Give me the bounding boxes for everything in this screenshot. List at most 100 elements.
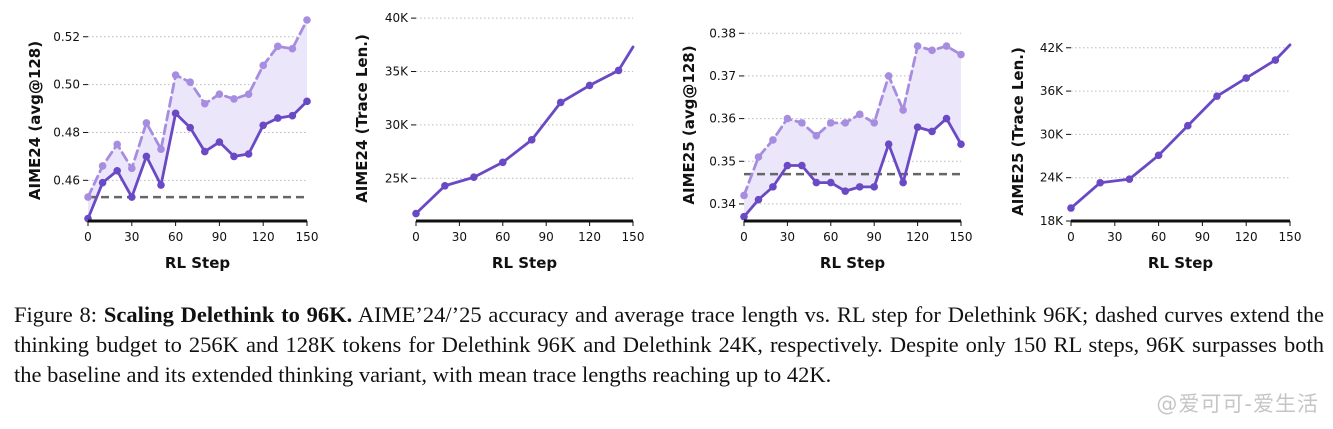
data-point [827,119,835,127]
data-point [870,119,878,127]
data-point [441,181,449,190]
y-tick-label: 25K [385,171,409,185]
data-point [798,119,806,127]
y-tick-label: 0.48 [53,125,80,139]
y-axis-label: AIME25 (Trace Len.) [1009,47,1027,216]
data-point [113,166,121,175]
y-tick-label: 36K [1040,84,1064,98]
data-point [186,123,194,132]
x-tick-label: 0 [1067,230,1075,244]
data-point [957,140,965,148]
data-point [1067,204,1075,212]
data-point [957,50,965,59]
data-point [870,183,878,191]
y-axis-label: AIME25 (avg@128) [680,45,698,204]
caption-body: AIME’24/’25 accuracy and average trace l… [14,302,1324,387]
solid-series-line [742,117,963,219]
data-point [84,193,92,201]
data-point [142,152,151,161]
data-point [244,150,253,158]
watermark: @爱可可-爱生活 [1156,392,1319,416]
data-point [215,138,224,146]
y-tick-label: 30K [385,118,409,132]
y-tick-label: 0.37 [709,69,736,83]
data-point [841,119,850,127]
x-tick-label: 90 [539,230,554,244]
x-tick-label: 60 [495,230,510,244]
y-tick-label: 18K [1040,214,1064,228]
x-tick-label: 30 [124,230,139,244]
data-point [614,66,623,75]
data-point [913,42,922,50]
data-point [1271,56,1280,64]
data-point [303,16,311,24]
data-point [913,123,922,131]
data-point [244,90,253,98]
x-tick-label: 90 [1195,230,1210,244]
data-point [259,61,268,70]
x-tick-label: 90 [212,230,227,244]
x-tick-label: 0 [740,230,748,244]
y-tick-label: 42K [1040,41,1064,55]
dashed-series-line [86,18,309,199]
y-tick-label: 0.52 [53,30,80,44]
y-tick-label: 35K [385,65,409,79]
data-point [470,173,478,182]
data-point [303,97,311,106]
fill-between-area [88,20,307,219]
data-point [884,140,893,148]
data-point [1213,92,1221,100]
data-point [215,90,224,98]
data-point [1242,74,1250,82]
data-point [783,161,792,170]
data-point [769,136,777,144]
x-tick-label: 120 [252,230,275,244]
x-tick-label: 30 [452,230,467,244]
chart-panel-4: 18K 24K 30K 36K 42K 0 30 60 90 120 150 RL Step AIME2… [1009,41,1301,272]
data-point [812,178,821,187]
data-point [274,114,282,122]
y-tick-label: 0.38 [709,26,736,40]
y-tick-label: 0.34 [709,197,736,211]
data-point [928,127,936,136]
caption-prefix: Figure 8: [14,302,104,327]
data-point [527,136,536,144]
x-tick-label: 120 [906,230,929,244]
data-point [928,46,936,55]
x-tick-label: 120 [1235,230,1258,244]
data-point [1125,175,1134,183]
data-point [942,42,951,50]
data-point [157,181,165,189]
x-tick-label: 150 [950,230,973,244]
x-tick-label: 60 [1151,230,1166,244]
x-tick-label: 90 [867,230,882,244]
data-point [740,191,748,200]
data-point [412,209,420,218]
solid-series-line [86,99,309,221]
chart-panel-2: 25K 30K 35K 40K 0 30 60 90 120 150 RL Step AIME24 (… [353,11,644,272]
data-point [942,114,951,123]
data-point [230,95,238,103]
y-tick-label: 0.46 [53,173,80,187]
data-point [128,193,136,201]
x-axis-label: RL Step [820,254,885,272]
data-point [783,114,792,123]
data-point [1184,121,1192,130]
data-point [812,131,821,140]
y-tick-label: 0.36 [709,112,736,126]
charts-svg: 0.46 0.48 0.50 0.52 0 30 60 90 120 150 RL Step AIME… [26,11,1301,272]
data-point [157,145,165,154]
x-tick-label: 0 [412,230,420,244]
data-point [585,81,594,90]
y-tick-label: 40K [385,11,409,25]
x-tick-label: 120 [578,230,601,244]
figure-panels: 0.46 0.48 0.50 0.52 0 30 60 90 120 150 RL Step AIME… [26,11,1301,272]
data-point [841,187,850,195]
data-point [201,147,209,156]
data-point [171,71,180,79]
x-axis-label: RL Step [165,254,230,272]
x-tick-label: 60 [168,230,183,244]
x-axis-label: RL Step [1148,254,1213,272]
data-point [186,78,194,87]
chart-panel-1: 0.46 0.48 0.50 0.52 0 30 60 90 120 150 RL Step AIME… [26,16,318,272]
